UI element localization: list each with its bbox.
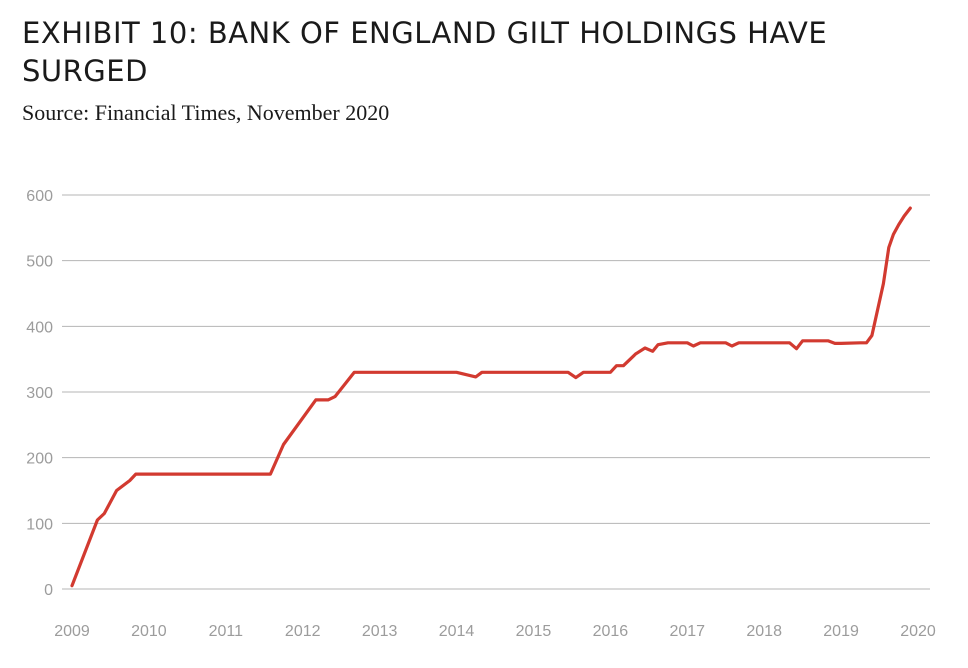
x-tick-label: 2013 xyxy=(362,623,398,640)
x-axis-ticks: 2009 2010 2011 2012 2013 2014 2015 2016 2017 2018… xyxy=(54,623,936,640)
x-tick-label: 2016 xyxy=(593,623,629,640)
y-tick-label: 0 xyxy=(44,582,53,599)
x-tick-label: 2015 xyxy=(516,623,552,640)
series-line-0 xyxy=(70,206,912,588)
x-tick-label: 2014 xyxy=(439,623,475,640)
x-tick-label: 2011 xyxy=(209,623,244,640)
y-tick-label: 500 xyxy=(26,254,53,271)
x-tick-label: 2010 xyxy=(131,623,167,640)
y-axis-ticks: 0 100 200 300 400 500 600 xyxy=(26,188,53,599)
y-tick-label: 400 xyxy=(26,319,53,336)
x-tick-label: 2012 xyxy=(285,623,321,640)
x-tick-label: 2019 xyxy=(823,623,859,640)
x-tick-label: 2018 xyxy=(746,623,782,640)
y-tick-label: 300 xyxy=(26,385,53,402)
x-tick-label: 2017 xyxy=(669,623,705,640)
x-tick-label: 2009 xyxy=(54,623,90,640)
x-tick-label: 2020 xyxy=(900,623,936,640)
series-layer xyxy=(70,206,912,588)
gridlines xyxy=(62,194,930,590)
chart-title: EXHIBIT 10: BANK OF ENGLAND GILT HOLDING… xyxy=(22,16,828,88)
y-tick-label: 600 xyxy=(26,188,53,205)
y-tick-label: 200 xyxy=(26,451,53,468)
y-tick-label: 100 xyxy=(26,516,53,533)
chart-subtitle: Source: Financial Times, November 2020 xyxy=(22,100,390,125)
